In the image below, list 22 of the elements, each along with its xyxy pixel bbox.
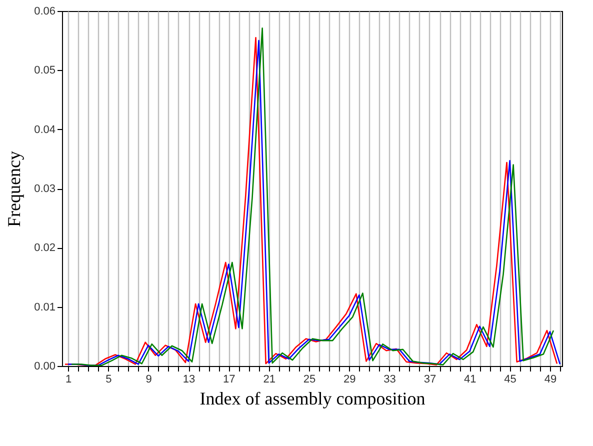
x-tick-label: 25 bbox=[303, 374, 316, 386]
x-tick-label: 17 bbox=[223, 374, 236, 386]
x-tick-label: 9 bbox=[146, 374, 152, 386]
x-tick-label: 41 bbox=[464, 374, 476, 386]
x-tick-label: 49 bbox=[544, 374, 557, 386]
x-tick-label: 21 bbox=[263, 374, 276, 386]
y-tick-label: 0.02 bbox=[34, 242, 56, 254]
y-tick-label: 0.04 bbox=[34, 124, 56, 136]
x-tick-label: 5 bbox=[106, 374, 112, 386]
y-tick-label: 0.06 bbox=[34, 6, 56, 18]
y-tick-label: 0.01 bbox=[34, 301, 56, 314]
y-tick-label: 0.03 bbox=[34, 183, 56, 195]
x-tick-label: 29 bbox=[344, 374, 356, 386]
x-tick-label: 33 bbox=[384, 374, 396, 386]
x-axis-title: Index of assembly composition bbox=[200, 388, 426, 408]
y-tick-label: 0.00 bbox=[34, 360, 56, 372]
x-tick-label: 1 bbox=[65, 374, 72, 386]
x-tick-label: 45 bbox=[504, 374, 516, 386]
x-tick-label: 37 bbox=[424, 374, 436, 386]
x-tick-label: 13 bbox=[182, 374, 196, 386]
y-axis-title: Frequency bbox=[4, 151, 24, 227]
y-tick-label: 0.05 bbox=[34, 64, 56, 77]
